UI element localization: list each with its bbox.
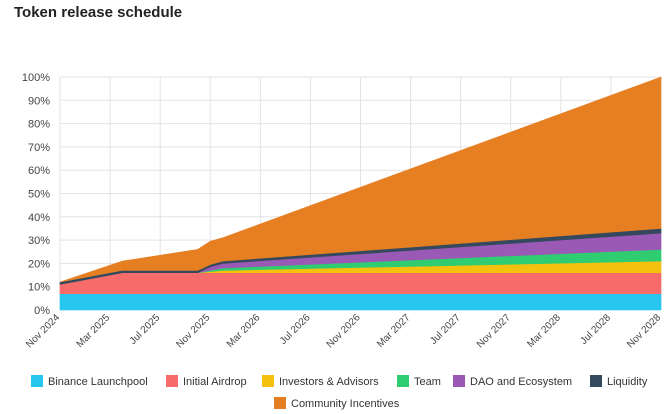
legend-label-community-incentives: Community Incentives [291, 398, 400, 410]
legend-swatch-community-incentives [274, 397, 286, 409]
legend-label-binance-launchpool: Binance Launchpool [48, 376, 148, 388]
x-tick-label: Nov 2028 [625, 312, 663, 350]
x-tick-label: Nov 2026 [325, 312, 363, 350]
y-tick-label: 50% [28, 189, 50, 201]
x-axis: Nov 2024 Mar 2025 Jul 2025 Nov 2025 Mar 2026… [24, 312, 663, 350]
y-tick-label: 90% [28, 95, 50, 107]
legend-swatch-dao-and-ecosystem [453, 375, 465, 387]
y-axis: 0% 10% 20% 30% 40% 50% 60% 70% 80% 90% 100% [22, 72, 50, 317]
x-tick-label: Mar 2025 [75, 312, 113, 350]
x-tick-label: Jul 2028 [579, 312, 614, 347]
chart-title: Token release schedule [14, 4, 183, 21]
y-tick-label: 20% [28, 258, 50, 270]
legend-swatch-binance-launchpool [31, 375, 43, 387]
y-tick-label: 60% [28, 165, 50, 177]
y-tick-label: 40% [28, 212, 50, 224]
legend-label-team: Team [414, 376, 441, 388]
x-tick-label: Nov 2025 [174, 312, 212, 350]
x-tick-label: Jul 2026 [278, 312, 313, 347]
area-community-incentives [59, 76, 662, 283]
y-tick-label: 80% [28, 119, 50, 131]
x-tick-label: Jul 2027 [428, 312, 463, 347]
x-tick-label: Nov 2024 [24, 312, 62, 350]
legend: Binance Launchpool Initial Airdrop Investo… [31, 375, 648, 410]
legend-label-initial-airdrop: Initial Airdrop [183, 376, 247, 388]
legend-label-investors-advisors: Investors & Advisors [279, 376, 379, 388]
x-tick-label: Jul 2025 [128, 312, 163, 347]
x-tick-label: Mar 2027 [375, 312, 413, 350]
area-layer [59, 76, 662, 311]
x-tick-label: Mar 2026 [225, 312, 263, 350]
y-tick-label: 30% [28, 235, 50, 247]
legend-swatch-liquidity [590, 375, 602, 387]
y-tick-label: 70% [28, 142, 50, 154]
legend-label-dao-and-ecosystem: DAO and Ecosystem [470, 376, 572, 388]
y-tick-label: 0% [34, 305, 50, 317]
x-tick-label: Nov 2027 [475, 312, 513, 350]
y-tick-label: 10% [28, 282, 50, 294]
legend-swatch-investors-advisors [262, 375, 274, 387]
area-initial-airdrop [59, 272, 662, 294]
area-binance-launchpool [59, 293, 662, 311]
legend-label-liquidity: Liquidity [607, 376, 648, 388]
legend-swatch-team [397, 375, 409, 387]
legend-swatch-initial-airdrop [166, 375, 178, 387]
y-tick-label: 100% [22, 72, 50, 84]
x-tick-label: Mar 2028 [525, 312, 563, 350]
